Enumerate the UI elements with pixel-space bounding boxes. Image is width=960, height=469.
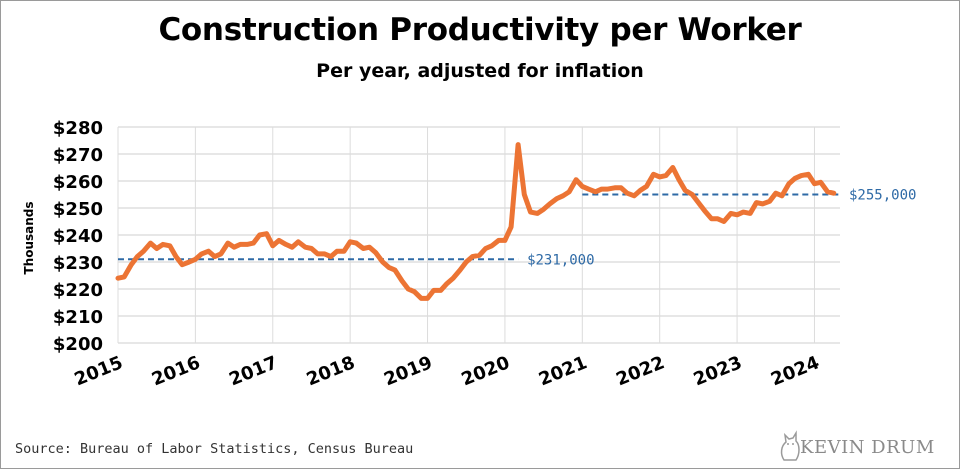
- reference-lines: $231,000 $255,000: [118, 188, 916, 268]
- reference-line-label: $255,000: [849, 188, 916, 204]
- y-axis-ticks: $200 $210 $220 $230 $240 $250 $260 $270 $280: [53, 118, 103, 355]
- y-tick-label: $240: [53, 226, 103, 247]
- logo-text: KEVIN DRUM: [800, 437, 935, 458]
- x-tick-label: 2023: [691, 352, 745, 390]
- gridlines: [117, 126, 840, 344]
- x-tick-label: 2020: [458, 352, 512, 390]
- x-tick-label: 2021: [536, 352, 590, 390]
- x-tick-label: 2024: [768, 352, 822, 390]
- y-tick-label: $220: [53, 280, 103, 301]
- y-tick-label: $230: [53, 253, 103, 274]
- y-tick-label: $210: [53, 307, 103, 328]
- x-tick-label: 2022: [613, 352, 667, 390]
- source-note: Source: Bureau of Labor Statistics, Cens…: [15, 441, 414, 457]
- series-layer: [115, 142, 837, 301]
- cat-logo-icon: [780, 430, 800, 461]
- chart-subtitle: Per year, adjusted for inflation: [316, 60, 644, 82]
- x-axis-ticks: 2015 2016 2017 2018 2019 2020 2021 2022 2023 2024: [72, 352, 823, 390]
- x-tick-label: 2017: [226, 352, 280, 390]
- y-tick-label: $200: [53, 334, 103, 355]
- x-tick-label: 2016: [149, 352, 203, 390]
- x-tick-label: 2019: [381, 352, 435, 390]
- y-tick-label: $260: [53, 172, 103, 193]
- series-line-0: [115, 142, 837, 301]
- reference-line-label: $231,000: [527, 252, 594, 268]
- y-tick-label: $250: [53, 199, 103, 220]
- y-tick-label: $270: [53, 145, 103, 166]
- x-tick-label: 2015: [72, 352, 126, 390]
- y-axis-label: Thousands: [22, 201, 36, 274]
- x-tick-label: 2018: [304, 352, 358, 390]
- y-tick-label: $280: [53, 118, 103, 139]
- chart-title: Construction Productivity per Worker: [158, 12, 802, 48]
- kevin-drum-logo: KEVIN DRUM: [778, 428, 948, 464]
